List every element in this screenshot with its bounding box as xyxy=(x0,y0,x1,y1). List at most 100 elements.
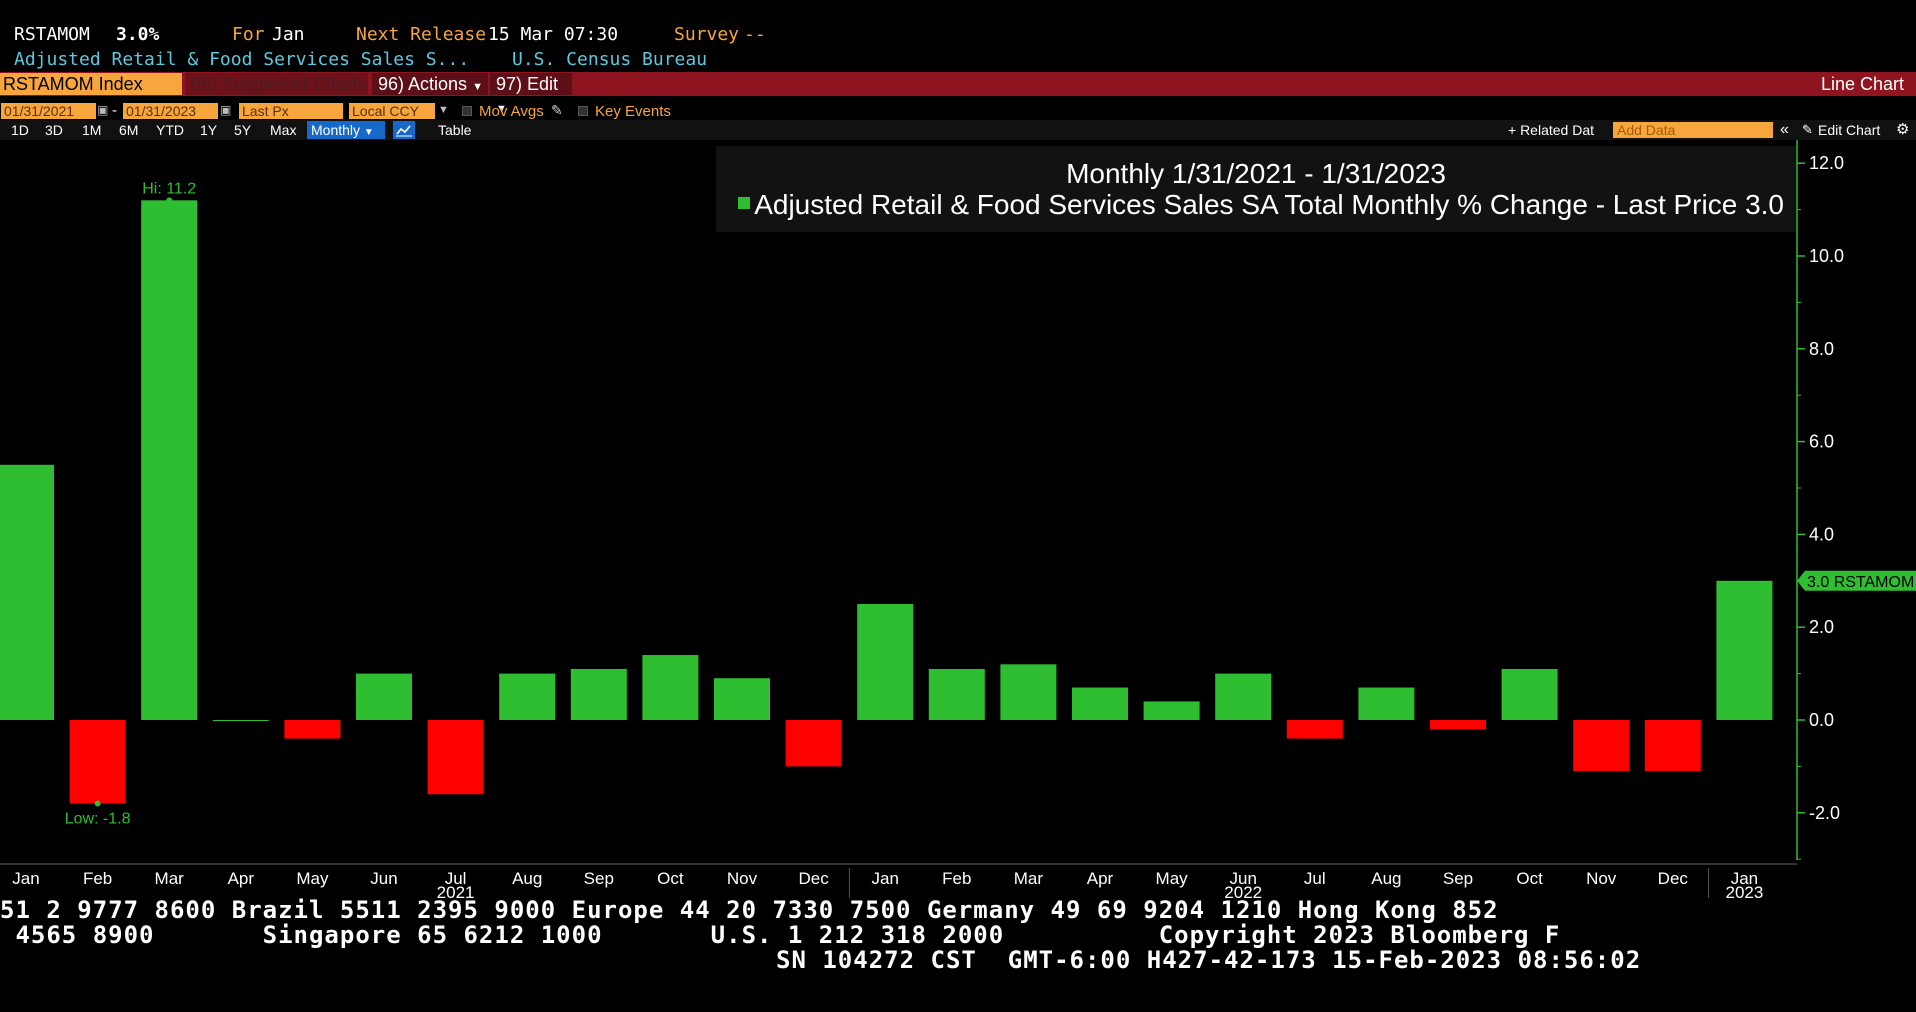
x-tick-label: Apr xyxy=(228,869,255,888)
bar-7 xyxy=(499,673,556,720)
add-data-input[interactable]: Add Data xyxy=(1613,122,1773,138)
price-field-select[interactable]: Last Px xyxy=(239,103,343,119)
bar-21 xyxy=(1501,668,1558,720)
edit-label: 97) Edit xyxy=(496,74,559,94)
for-value: Jan xyxy=(272,24,305,45)
security-description: Adjusted Retail & Food Services Sales S.… xyxy=(14,49,470,70)
x-tick-label: Feb xyxy=(942,869,971,888)
main-toolbar: RSTAMOM Index 96) Suggested Charts 96) A… xyxy=(0,72,1916,115)
frequency-label: Monthly xyxy=(311,122,361,138)
collapse-icon[interactable]: « xyxy=(1780,121,1789,138)
calendar-icon[interactable]: ▣ xyxy=(97,103,109,117)
table-button[interactable]: Table xyxy=(438,122,472,138)
edit-menu[interactable]: 97) Edit ▼ xyxy=(490,73,572,115)
footer-line-1: 51 2 9777 8600 Brazil 5511 2395 9000 Eur… xyxy=(0,896,1499,924)
security-header: RSTAMOM 3.0% For Jan Next Release 15 Mar… xyxy=(14,24,1014,46)
bar-series xyxy=(0,200,1773,804)
chart-type-label: Line Chart xyxy=(1820,74,1904,94)
security-field[interactable]: RSTAMOM Index xyxy=(0,73,182,95)
period-max-button[interactable]: Max xyxy=(270,122,297,138)
bar-5 xyxy=(356,673,412,720)
bar-17 xyxy=(1215,673,1272,720)
chevron-down-icon[interactable]: ▼ xyxy=(438,104,449,116)
chart-legend: Monthly 1/31/2021 - 1/31/2023 Adjusted R… xyxy=(716,146,1796,232)
x-tick-label: Mar xyxy=(155,869,185,888)
bar-23 xyxy=(1644,720,1701,772)
low-marker xyxy=(94,800,101,807)
suggested-charts-button[interactable]: 96) Suggested Charts xyxy=(185,73,368,95)
bar-20 xyxy=(1430,720,1486,730)
x-tick-label: Jun xyxy=(1229,869,1256,888)
end-date-input[interactable]: 01/31/2023 xyxy=(123,103,218,119)
line-chart-icon[interactable] xyxy=(393,121,415,139)
x-tick-label: Aug xyxy=(512,869,542,888)
bar-13 xyxy=(928,668,985,720)
year-label: 2022 xyxy=(1224,883,1262,900)
y-tick-label: 8.0 xyxy=(1809,339,1834,359)
chevron-down-icon: ▼ xyxy=(496,103,507,115)
bar-22 xyxy=(1573,720,1630,772)
related-data-button[interactable]: + Related Dat xyxy=(1508,122,1594,138)
pencil-icon[interactable]: ✎ xyxy=(1802,122,1813,137)
x-tick-label: May xyxy=(1156,869,1189,888)
next-release-value: 15 Mar 07:30 xyxy=(488,24,619,45)
bar-24 xyxy=(1716,580,1773,720)
bar-19 xyxy=(1358,687,1415,720)
period-1y-button[interactable]: 1Y xyxy=(200,122,218,138)
x-tick-label: Jan xyxy=(12,869,39,888)
period-3d-button[interactable]: 3D xyxy=(45,122,63,138)
period-1m-button[interactable]: 1M xyxy=(82,122,102,138)
period-ytd-button[interactable]: YTD xyxy=(156,122,184,138)
x-tick-label: Oct xyxy=(657,869,684,888)
legend-swatch xyxy=(738,196,751,209)
mov-avgs-checkbox[interactable] xyxy=(462,106,472,116)
low-label: Low: -1.8 xyxy=(65,811,131,828)
x-axis: Jan Feb Mar Apr May Jun Jul Aug Sep Oct Nov Dec Jan F… xyxy=(0,863,1797,900)
bar-9 xyxy=(642,655,699,720)
currency-select[interactable]: Local CCY xyxy=(349,103,435,119)
x-tick-label: Jan xyxy=(1731,869,1758,888)
key-events-label: Key Events xyxy=(595,103,671,120)
survey-label: Survey xyxy=(674,24,740,45)
x-tick-label: Mar xyxy=(1014,869,1044,888)
survey-value: -- xyxy=(744,24,766,45)
hi-marker xyxy=(166,197,173,204)
calendar-icon[interactable]: ▣ xyxy=(220,103,232,117)
chart-options-row: 01/31/2021 ▣ - 01/31/2023 ▣ Last Px Loca… xyxy=(0,101,1916,121)
period-1d-button[interactable]: 1D xyxy=(11,122,29,138)
x-tick-label: Sep xyxy=(584,869,614,888)
x-tick-label: Jun xyxy=(370,869,397,888)
bar-2 xyxy=(141,200,198,720)
gear-icon[interactable]: ⚙ xyxy=(1896,121,1910,138)
frequency-select[interactable]: Monthly ▼ xyxy=(307,121,385,139)
bar-18 xyxy=(1286,720,1343,739)
y-axis: 12.0 10.0 8.0 6.0 4.0 2.0 0.0 -2.0 3.0 RSTAMOM xyxy=(1796,140,1916,860)
period-5y-button[interactable]: 5Y xyxy=(234,122,252,138)
x-tick-label: May xyxy=(296,869,329,888)
period-6m-button[interactable]: 6M xyxy=(119,122,139,138)
footer-line-2: 4565 8900 Singapore 65 6212 1000 U.S. 1 … xyxy=(0,921,1561,949)
edit-chart-button[interactable]: Edit Chart xyxy=(1818,122,1881,138)
x-tick-label: Jan xyxy=(871,869,898,888)
y-tick-label: 6.0 xyxy=(1809,432,1834,452)
x-tick-label: Aug xyxy=(1371,869,1401,888)
x-tick-label: Dec xyxy=(1658,869,1689,888)
for-label: For xyxy=(232,24,265,45)
chevron-down-icon: ▼ xyxy=(472,81,483,93)
last-value-tag xyxy=(1797,570,1916,591)
actions-menu[interactable]: 96) Actions ▼ xyxy=(372,73,488,95)
bar-chart: 12.0 10.0 8.0 6.0 4.0 2.0 0.0 -2.0 3.0 RSTAMOM J… xyxy=(0,140,1916,900)
hi-label: Hi: 11.2 xyxy=(142,180,196,197)
pencil-icon[interactable]: ✎ xyxy=(551,102,563,118)
y-tick-label: -2.0 xyxy=(1809,803,1840,823)
legend-entry: Adjusted Retail & Food Services Sales SA… xyxy=(738,189,1784,221)
key-events-checkbox[interactable] xyxy=(578,106,588,116)
y-tick-label: 4.0 xyxy=(1809,524,1834,544)
start-date-input[interactable]: 01/31/2021 xyxy=(1,103,96,119)
y-tick-label: 0.0 xyxy=(1809,710,1834,730)
bar-12 xyxy=(857,604,914,720)
period-row: 1D 3D 1M 6M YTD 1Y 5Y Max Monthly ▼ Tabl… xyxy=(0,120,1916,140)
bar-16 xyxy=(1143,701,1200,720)
footer-line-3: SN 104272 CST GMT-6:00 H427-42-173 15-Fe… xyxy=(776,946,1642,974)
source-name: U.S. Census Bureau xyxy=(512,49,708,70)
